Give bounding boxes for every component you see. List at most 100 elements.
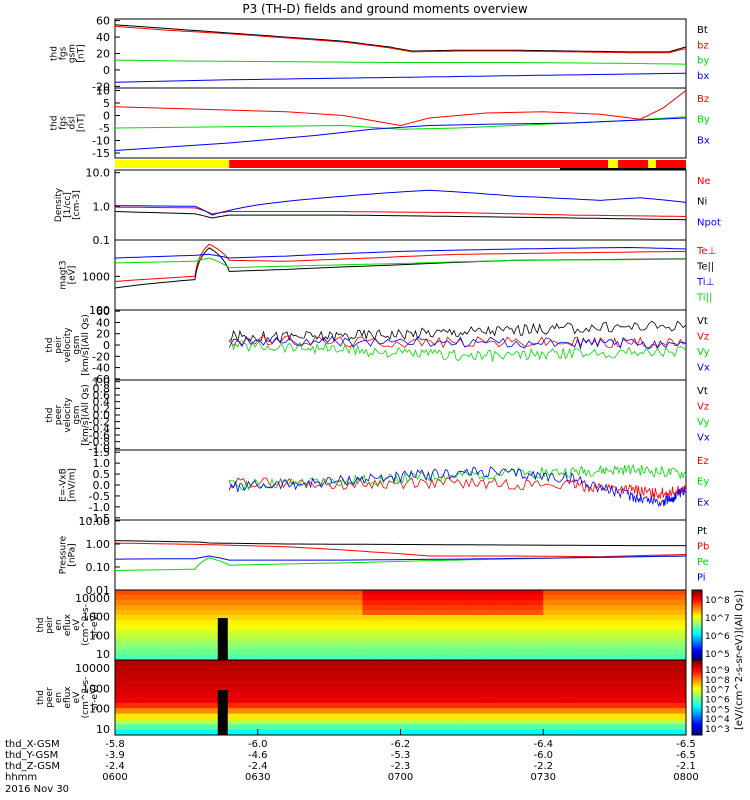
spectrogram-cell [153,645,164,651]
spectrogram-cell [533,640,544,646]
spectrogram-cell [381,635,392,641]
spectrogram-cell [419,595,430,601]
spectrogram-cell [143,660,154,666]
ytick-label: 0.0 [93,409,111,422]
spectrogram-cell [476,655,487,661]
spectrogram-cell [429,660,440,666]
spectrogram-cell [429,665,440,672]
spectrogram-cell [181,615,192,621]
spectrogram-cell [276,718,287,725]
spectrogram-cell [352,713,363,720]
spectrogram-cell [609,665,620,672]
spectrogram-cell [400,615,411,621]
spectrogram-cell [400,620,411,626]
colorbar-cell [692,626,702,629]
spectrogram-cell [600,590,611,596]
spectrogram-cell [400,660,411,666]
colorbar-cell [692,611,702,614]
spectrogram-cell [524,625,535,631]
spectrogram-cell [600,686,611,693]
spectrogram-cell [314,692,325,698]
colorbar-cell [692,682,702,685]
spectrogram-cell [362,655,373,661]
spectrogram-cell [467,630,478,636]
spectrogram-cell [153,590,164,596]
legend-pt: Pt [697,526,707,537]
spectrogram-cell [638,650,649,656]
spectrogram-cell [324,681,335,688]
colorbar-cell [692,695,702,698]
spectrogram-cell [514,708,525,715]
spectrogram-cell [533,650,544,656]
spectrogram-cell [581,686,592,693]
spectrogram-cell [134,676,145,682]
spectrogram-cell [524,681,535,688]
colorbar-cell [692,693,702,697]
spectrogram-cell [229,724,240,731]
spectrogram-cell [543,650,554,656]
time-tick-label: -6.5 [676,750,696,761]
spectrogram-cell [267,702,278,709]
spectrogram-cell [324,724,335,731]
spectrogram-cell [581,702,592,709]
spectrogram-cell [324,660,335,666]
spectrogram-cell [581,692,592,698]
spectrogram-cell [647,630,658,636]
spectrogram-cell [352,708,363,715]
spectrogram-cell [143,640,154,646]
spectrogram-cell [200,670,211,677]
spectrogram-cell [514,625,525,631]
spectrogram-cell [324,605,335,611]
spectrogram-cell [495,676,506,682]
spectrogram-cell [124,702,135,709]
spectrogram-cell [267,697,278,704]
spectrogram-cell [267,640,278,646]
spectrogram-cell [400,645,411,651]
spectrogram-cell [486,681,497,688]
spectrogram-cell [505,676,516,682]
spectrogram-cell [609,630,620,636]
spectrogram-cell [324,610,335,616]
spectrogram-cell [628,665,639,672]
ylabel-line: Density [54,187,64,222]
series-pt [114,540,686,547]
spectrogram-cell [257,660,268,666]
spectrogram-cell [628,697,639,704]
spectrogram-cell [295,681,306,688]
spectrogram-cell [552,718,563,725]
colorbar-cell [692,703,702,706]
spectrogram-cell [419,645,430,651]
spectrogram-cell [352,665,363,672]
spectrogram-cell [324,600,335,606]
spectrogram-cell [429,595,440,601]
spectrogram-cell [257,665,268,672]
spectrogram-cell [552,610,563,616]
spectrogram-cell [191,676,202,682]
spectrogram-cell [210,600,221,606]
spectrogram-cell [514,676,525,682]
spectrogram-cell [210,625,221,631]
spectrogram-cell [134,655,145,661]
spectrogram-cell [429,697,440,704]
spectrogram-cell [476,615,487,621]
spectrogram-cell [543,692,554,698]
spectrogram-cell [200,655,211,661]
spectrogram-cell [343,630,354,636]
spectrogram-cell [638,630,649,636]
spectrogram-cell [333,686,344,693]
spectrogram-cell [153,713,164,720]
spectrogram-cell [352,650,363,656]
spectrogram-cell [590,650,601,656]
spectrogram-cell [438,620,449,626]
spectrogram-cell [467,681,478,688]
spectrogram-cell [352,635,363,641]
ylabel-line: magt3 [59,260,69,289]
spectrogram-cell [476,600,487,606]
spectrogram-cell [314,650,325,656]
spectrogram-cell [467,686,478,693]
spectrogram-cell [657,625,668,631]
colorbar-cell [692,605,702,608]
spectrogram-cell [143,590,154,596]
spectrogram-cell [600,595,611,601]
